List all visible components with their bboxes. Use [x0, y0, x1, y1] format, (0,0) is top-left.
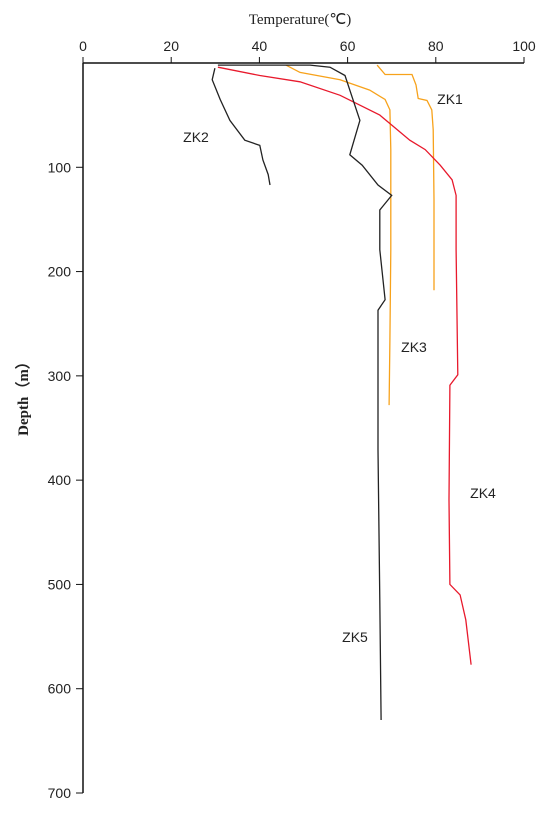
- x-tick-label: 20: [163, 38, 179, 54]
- y-tick-label: 600: [48, 681, 72, 697]
- y-tick-label: 300: [48, 368, 72, 384]
- series-line: [285, 64, 392, 406]
- x-tick-label: 60: [340, 38, 356, 54]
- series-line: [376, 64, 435, 291]
- y-tick-label: 100: [48, 159, 72, 175]
- series-line: [217, 66, 472, 665]
- y-tick-label: 200: [48, 264, 72, 280]
- series-label: ZK2: [183, 129, 209, 145]
- y-axis-title: Depth（m）: [14, 354, 32, 436]
- y-tick-label: 400: [48, 472, 72, 488]
- series-label: ZK3: [401, 339, 427, 355]
- series-label: ZK5: [342, 629, 368, 645]
- x-axis-title: Temperature(℃): [249, 12, 351, 28]
- y-tick-label: 700: [48, 785, 72, 801]
- x-tick-label: 100: [512, 38, 536, 54]
- series-line: [217, 64, 393, 721]
- series-label: ZK1: [437, 91, 463, 107]
- y-tick-label: 500: [48, 576, 72, 592]
- x-tick-label: 80: [428, 38, 444, 54]
- x-tick-label: 40: [252, 38, 268, 54]
- x-tick-label: 0: [79, 38, 87, 54]
- series-line: [211, 68, 271, 186]
- series-label: ZK4: [470, 485, 496, 501]
